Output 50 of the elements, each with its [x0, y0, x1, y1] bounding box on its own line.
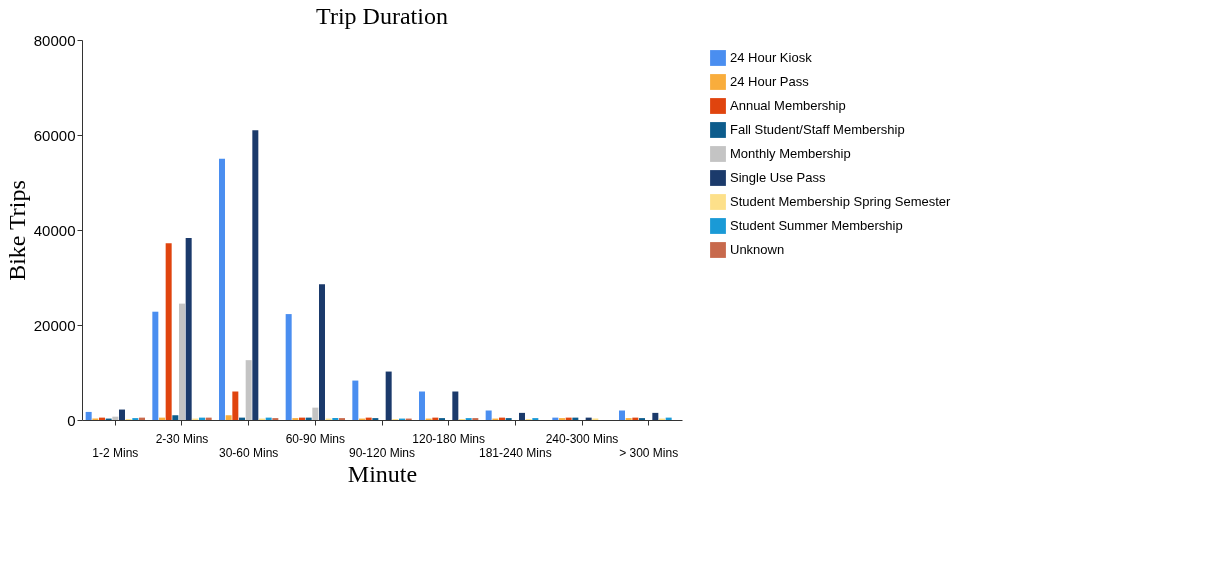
legend-label: Annual Membership: [730, 98, 846, 113]
x-axis-title: Minute: [347, 460, 418, 487]
y-tick-label: 20000: [33, 316, 76, 334]
x-tick-label: 2-30 Mins: [155, 431, 209, 446]
y-tick-label: 80000: [33, 31, 76, 49]
bar: [152, 311, 159, 420]
legend-label: Student Membership Spring Semester: [730, 194, 952, 209]
bar: [112, 416, 119, 420]
x-tick-label: 1-2 Mins: [92, 445, 139, 460]
bar: [285, 314, 292, 420]
bar: [245, 360, 252, 420]
bar: [312, 407, 319, 420]
bar: [219, 158, 225, 420]
x-tick-label: 90-120 Mins: [348, 445, 416, 460]
bar: [172, 415, 179, 420]
bar: [352, 380, 359, 420]
legend-label: 24 Hour Kiosk: [730, 50, 813, 65]
y-tick-label: 40000: [33, 221, 76, 239]
x-tick-label: 181-240 Mins: [478, 445, 552, 460]
bar: [85, 411, 92, 420]
bar: [619, 410, 625, 420]
bar: [319, 284, 325, 420]
x-tick-label: 30-60 Mins: [218, 445, 279, 460]
bar: [485, 410, 492, 420]
x-tick-label: 120-180 Mins: [412, 431, 486, 446]
bar: [652, 412, 659, 420]
bar: [119, 409, 125, 420]
bar: [252, 130, 259, 420]
legend-label: Unknown: [730, 242, 785, 257]
bar: [452, 391, 459, 420]
y-tick-label: 60000: [33, 126, 76, 144]
legend-label: Single Use Pass: [730, 170, 826, 185]
legend-label: Fall Student/Staff Membership: [730, 122, 905, 137]
legend-label: Student Summer Membership: [730, 218, 903, 233]
bar: [419, 391, 425, 420]
y-axis-title: Bike Trips: [3, 180, 30, 281]
bar: [179, 303, 185, 420]
bar: [185, 238, 192, 420]
bar: [385, 371, 392, 420]
bar: [232, 391, 239, 420]
x-tick-label: 60-90 Mins: [285, 431, 346, 446]
y-tick-label: 0: [67, 411, 76, 429]
legend-label: 24 Hour Pass: [730, 74, 810, 89]
chart-title: Trip Duration: [316, 3, 448, 29]
x-tick-label: 240-300 Mins: [545, 431, 619, 446]
legend-label: Monthly Membership: [730, 146, 851, 161]
bar: [225, 415, 232, 420]
bar: [519, 412, 525, 420]
x-tick-label: > 300 Mins: [619, 445, 679, 460]
bar: [165, 243, 172, 420]
